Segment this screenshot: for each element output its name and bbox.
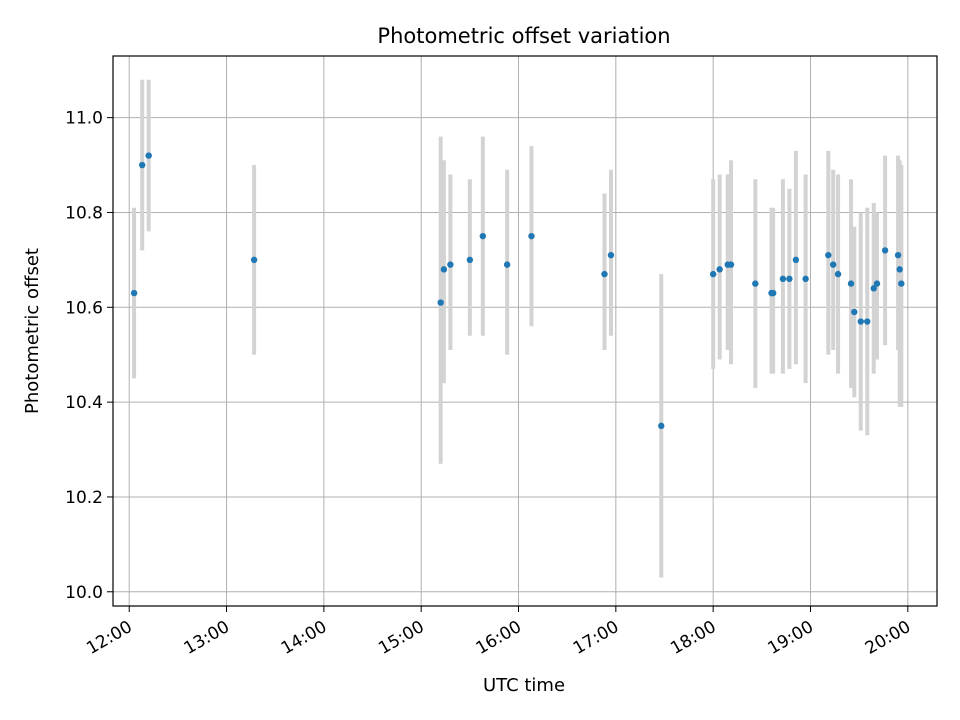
data-point xyxy=(873,280,881,287)
data-point xyxy=(802,275,809,283)
data-point xyxy=(864,318,871,325)
data-point xyxy=(716,266,723,273)
y-tick-label: 10.6 xyxy=(65,298,103,318)
axes-layer xyxy=(112,55,938,607)
data-point xyxy=(792,256,800,264)
x-tick-label: 16:00 xyxy=(473,617,525,659)
data-point xyxy=(898,280,905,287)
data-point xyxy=(601,270,608,278)
data-point xyxy=(727,261,735,268)
y-tick-label: 10.0 xyxy=(65,583,103,603)
data-point xyxy=(437,299,444,306)
data-point xyxy=(447,261,454,268)
data-point xyxy=(847,280,855,287)
x-tick-label: 15:00 xyxy=(375,617,427,659)
x-tick-label: 14:00 xyxy=(278,617,330,659)
data-point xyxy=(881,247,889,254)
data-point xyxy=(145,152,152,159)
x-tick-label: 18:00 xyxy=(667,617,719,659)
x-tick-label: 12:00 xyxy=(83,617,135,659)
errorbar-layer xyxy=(132,79,904,578)
data-point xyxy=(709,270,717,278)
data-point xyxy=(503,261,511,268)
data-point xyxy=(250,256,258,264)
tick-layer: 12:00 13:00 14:00 15:00 16:00 17:00 18:00 19:00… xyxy=(65,109,914,659)
chart-title: Photometric offset variation xyxy=(377,24,670,48)
data-point xyxy=(834,270,842,278)
data-point xyxy=(857,318,864,325)
x-tick-label: 13:00 xyxy=(181,617,233,659)
data-point xyxy=(658,422,665,430)
x-tick-label: 20:00 xyxy=(862,617,914,659)
y-tick-label: 11.0 xyxy=(65,109,103,129)
x-axis-label: UTC time xyxy=(483,675,565,696)
y-tick-label: 10.4 xyxy=(65,393,103,413)
y-tick-label: 10.2 xyxy=(65,488,103,508)
data-point xyxy=(769,289,777,297)
data-point xyxy=(829,261,837,268)
data-point xyxy=(896,266,903,273)
grid-layer xyxy=(113,56,937,606)
data-point xyxy=(752,280,759,287)
x-tick-label: 19:00 xyxy=(765,617,817,659)
data-point xyxy=(607,251,615,259)
data-point xyxy=(894,251,902,259)
data-point xyxy=(440,266,448,273)
y-tick-label: 10.8 xyxy=(65,203,103,223)
y-axis-label: Photometric offset xyxy=(22,248,43,414)
data-point xyxy=(479,232,487,240)
data-point xyxy=(870,285,877,292)
data-point xyxy=(779,275,787,283)
data-point xyxy=(786,275,793,283)
data-point xyxy=(851,308,858,316)
data-point xyxy=(825,251,832,259)
data-point xyxy=(466,256,474,264)
plot-frame xyxy=(112,55,938,607)
data-point xyxy=(130,289,138,297)
point-layer xyxy=(130,152,905,430)
data-point xyxy=(528,232,535,240)
data-point xyxy=(138,161,146,169)
x-tick-label: 17:00 xyxy=(570,617,622,659)
